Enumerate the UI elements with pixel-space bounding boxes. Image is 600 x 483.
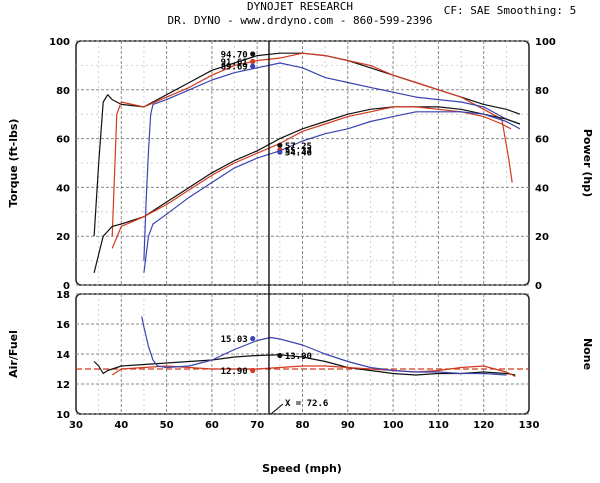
series-power-red [111, 106, 512, 249]
power-tick-label: 40 [535, 183, 549, 194]
marker-torque-red [250, 58, 256, 65]
marker-afr-black [277, 352, 283, 359]
value-label-afr-red: 12.90 [221, 367, 248, 377]
x-tick-label: 50 [160, 420, 174, 431]
air-fuel-axis-label: Air/Fuel [7, 330, 20, 378]
torque-tick-label: 40 [56, 183, 70, 194]
x-tick-label: 100 [383, 420, 404, 431]
value-label-torque-black: 94.70 [221, 50, 248, 60]
power-axis-label: Power (hp) [581, 129, 594, 197]
marker-power-blue [277, 149, 283, 155]
value-label-afr-black: 13.90 [285, 352, 312, 362]
air-fuel-tick-label: 16 [56, 320, 70, 331]
torque-tick-label: 20 [56, 232, 70, 243]
x-tick-label: 60 [205, 420, 219, 431]
value-label-power-red: 55.33 [285, 146, 312, 156]
power-tick-label: 60 [535, 135, 549, 146]
value-label-torque-blue: 89.69 [221, 63, 248, 73]
marker-torque-blue [250, 63, 256, 69]
marker-afr-red [250, 367, 256, 374]
value-label-power-black: 57.25 [285, 142, 312, 152]
x-tick-label: 70 [250, 420, 264, 431]
series-afr-blue [141, 316, 507, 376]
air-fuel-tick-label: 12 [56, 380, 70, 391]
marker-torque-black [250, 51, 256, 57]
x-tick-label: 40 [114, 420, 128, 431]
x-tick-label: 80 [296, 420, 310, 431]
x-tick-label: 30 [69, 420, 83, 431]
air-fuel-grid [76, 293, 529, 415]
series-torque-red [111, 52, 513, 237]
series-torque-blue [143, 62, 521, 261]
x-tick-label: 130 [519, 420, 540, 431]
power-tick-label: 80 [535, 86, 549, 97]
torque-tick-label: 100 [49, 37, 70, 48]
power-tick-label: 0 [535, 281, 542, 292]
series-afr-red [111, 365, 516, 378]
series-power-blue [143, 111, 521, 273]
series-power-black [93, 106, 521, 273]
x-tick-label: 110 [428, 420, 449, 431]
x-tick-label: 120 [473, 420, 494, 431]
air-fuel-tick-label: 10 [56, 410, 70, 421]
air-fuel-tick-label: 14 [56, 350, 70, 361]
power-tick-label: 100 [535, 37, 556, 48]
torque-tick-label: 80 [56, 86, 70, 97]
none-axis-label: None [581, 338, 594, 370]
value-label-torque-red: 91.61 [221, 58, 248, 68]
header-cf-smoothing: CF: SAE Smoothing: 5 [444, 4, 576, 17]
cursor-readout: X = 72.6 [285, 399, 328, 409]
cursor-pointer [270, 403, 284, 415]
x-tick-label: 90 [341, 420, 355, 431]
speed-axis-label: Speed (mph) [262, 462, 342, 475]
value-label-power-blue: 54.46 [285, 149, 312, 159]
torque-axis-label: Torque (ft-lbs) [7, 119, 20, 208]
header-title: DYNOJET RESEARCH [247, 0, 353, 13]
power-tick-label: 20 [535, 232, 549, 243]
torque-power-grid [76, 40, 529, 286]
torque-tick-label: 0 [63, 281, 70, 292]
marker-afr-blue [250, 335, 256, 342]
air-fuel-tick-label: 18 [56, 290, 70, 301]
header-subtitle: DR. DYNO - www.drdyno.com - 860-599-2396 [168, 14, 433, 27]
marker-power-black [277, 142, 283, 148]
torque-tick-label: 60 [56, 135, 70, 146]
value-label-afr-blue: 15.03 [221, 335, 248, 345]
